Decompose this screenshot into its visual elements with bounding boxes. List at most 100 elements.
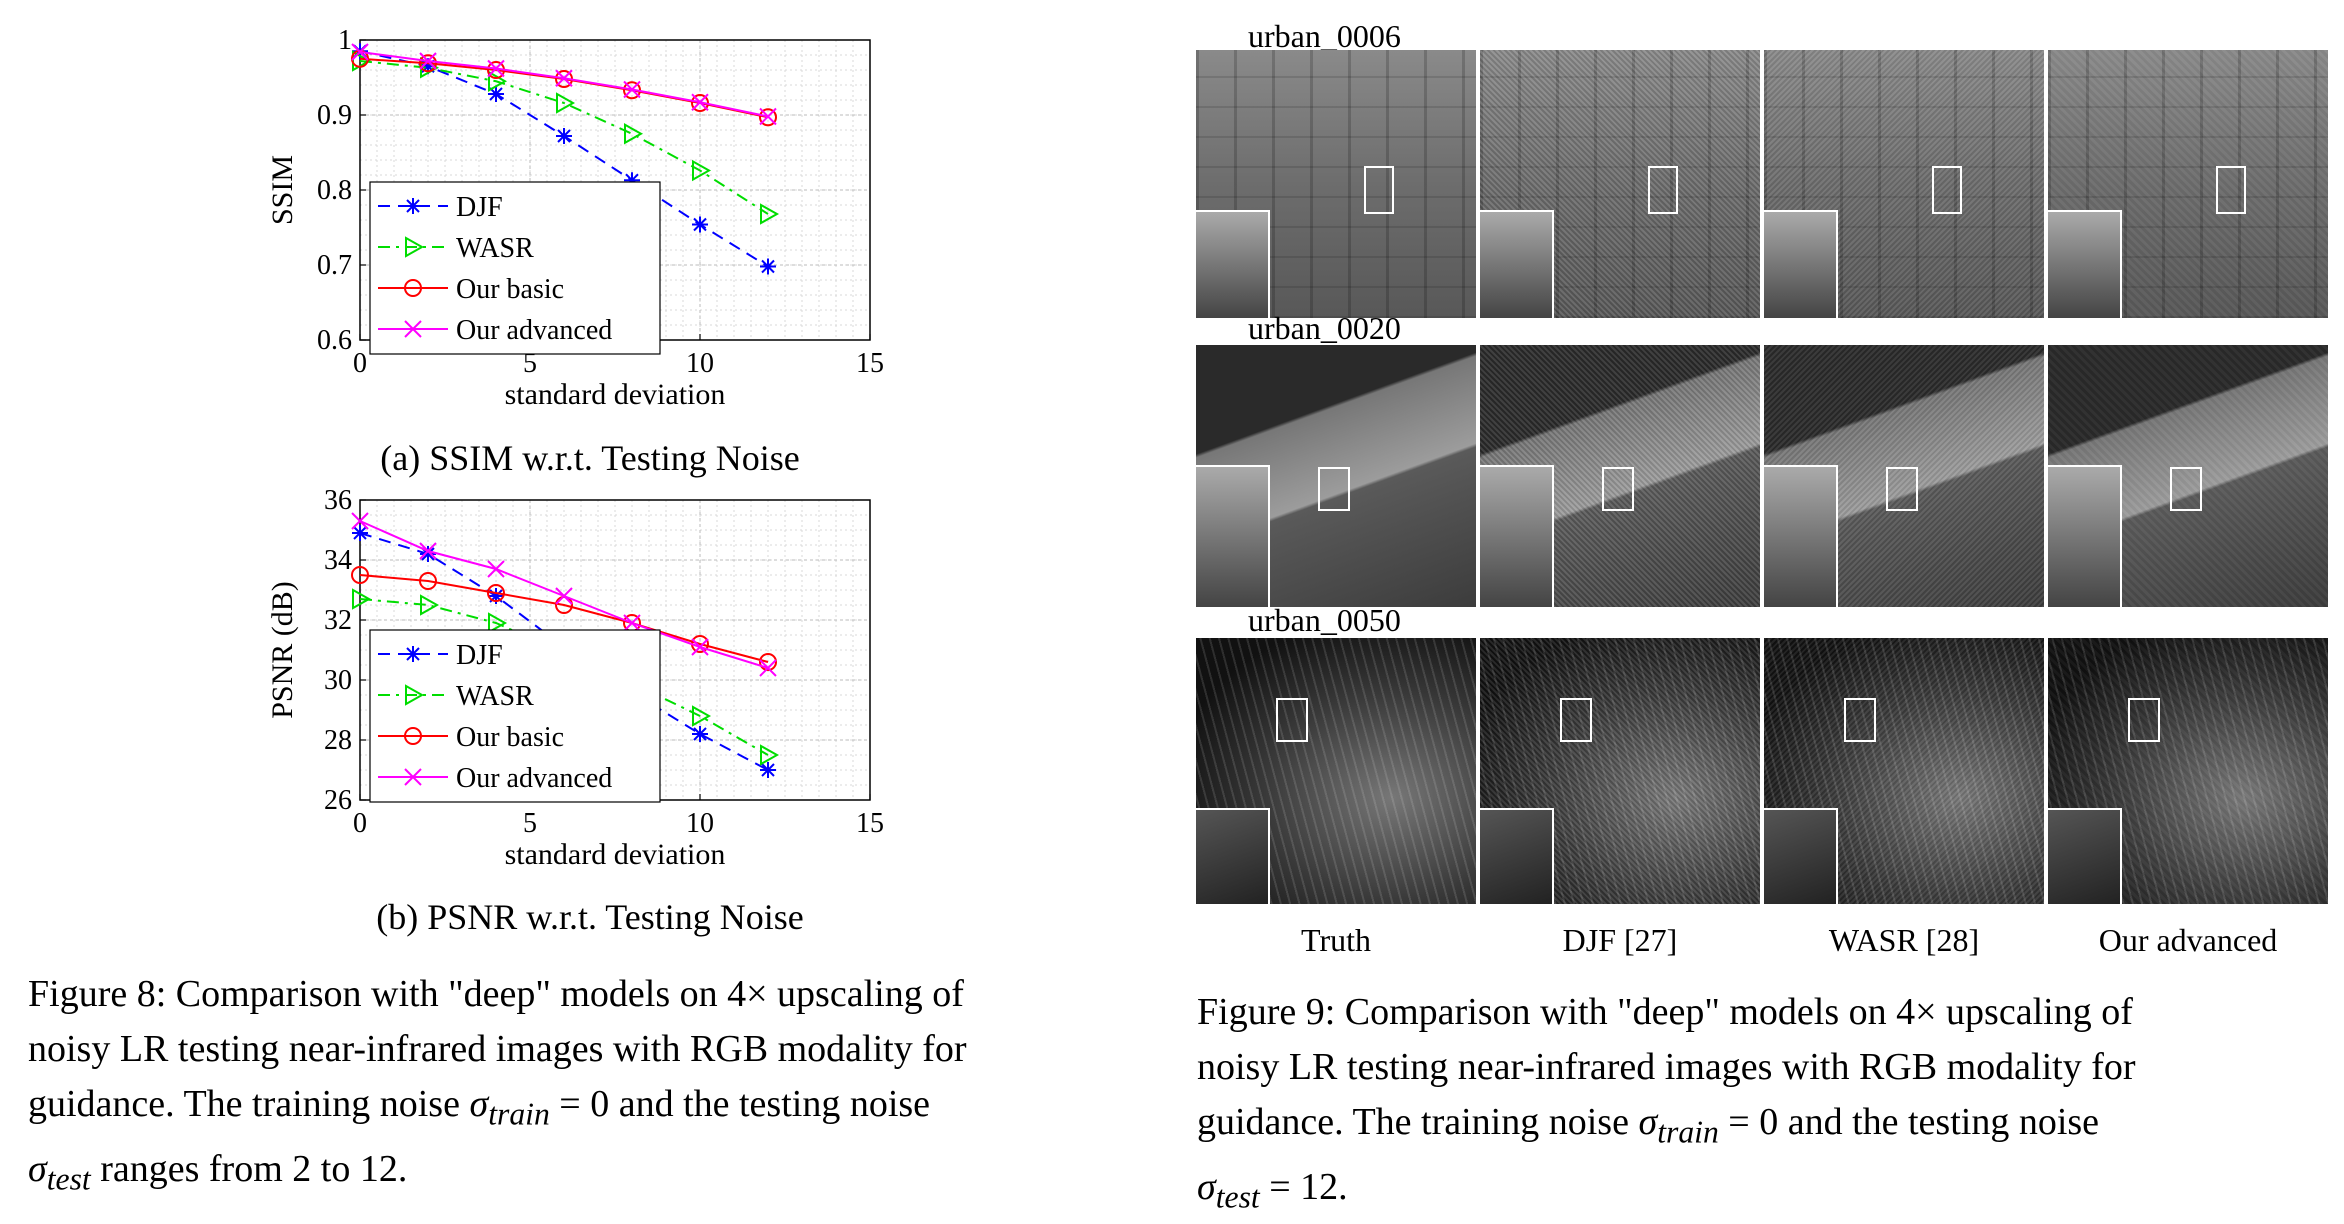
y-tick-label: 1 <box>338 25 352 56</box>
y-tick-label: 0.6 <box>317 325 352 356</box>
result-image <box>1196 50 1476 318</box>
x-tick-label: 0 <box>353 808 367 839</box>
subcaption-b: (b) PSNR w.r.t. Testing Noise <box>376 897 804 937</box>
data-point <box>624 172 640 189</box>
y-axis-label: PSNR (dB) <box>266 581 299 719</box>
data-point <box>555 587 573 605</box>
y-tick-label: 34 <box>324 545 352 576</box>
data-point <box>691 93 709 111</box>
zoom-region-box <box>1602 467 1634 511</box>
sigma-symbol: σ <box>1197 1165 1216 1208</box>
y-tick-label: 26 <box>324 785 352 816</box>
data-point <box>352 588 372 610</box>
x-tick-label: 0 <box>353 348 367 379</box>
caption-line: σtest ranges from 2 to 12. <box>28 1142 1148 1207</box>
data-point <box>556 128 572 144</box>
caption-text: = 0 and the testing noise <box>1718 1101 2100 1143</box>
result-image <box>2048 638 2328 904</box>
data-point <box>419 572 437 590</box>
series-line-wasr <box>359 598 769 756</box>
caption-text: guidance. The training noise <box>28 1083 470 1125</box>
data-point <box>759 659 777 677</box>
caption-line: guidance. The training noise σtrain = 0 … <box>28 1077 1148 1142</box>
ssim-chart: 0 5 10 15 0.6 0.7 0.8 0.9 1 standard deviation SSI… <box>266 25 884 411</box>
caption-text: guidance. The training noise <box>1197 1101 1639 1143</box>
data-point <box>759 108 777 127</box>
legend-label: DJF <box>456 640 503 671</box>
series-line-wasr <box>359 60 769 215</box>
y-tick-label: 30 <box>324 665 352 696</box>
data-point <box>420 58 436 75</box>
x-tick-label: 15 <box>856 348 884 379</box>
result-image <box>2048 345 2328 607</box>
data-point <box>419 54 437 73</box>
scene-label: urban_0020 <box>1248 310 1401 346</box>
x-tick-label: 15 <box>856 808 884 839</box>
data-point <box>759 107 777 126</box>
zoom-inset <box>1196 210 1270 318</box>
sigma-symbol: σ <box>28 1147 47 1190</box>
sigma-symbol: σ <box>469 1083 489 1125</box>
zoom-region-box <box>2128 698 2160 742</box>
data-point <box>556 92 576 114</box>
data-point <box>351 43 369 61</box>
zoom-region-box <box>1886 467 1918 511</box>
data-point <box>488 70 508 92</box>
caption-line: σtest = 12. <box>1197 1160 2317 1224</box>
figure-8-caption: Figure 8: Comparison with "deep" models … <box>28 967 1148 1206</box>
legend-marker <box>404 727 422 745</box>
series-line-our-basic <box>359 574 769 663</box>
data-point <box>352 525 368 541</box>
legend-marker <box>405 684 425 706</box>
data-point <box>351 566 369 584</box>
train-subscript: train <box>1657 1114 1719 1150</box>
caption-text: = 0 and the testing noise <box>549 1083 931 1125</box>
data-point <box>759 653 777 671</box>
legend-label: Our basic <box>456 722 564 753</box>
data-point <box>487 59 505 78</box>
zoom-inset <box>1196 808 1270 904</box>
caption-line: Figure 9: Comparison with "deep" models … <box>1197 991 2133 1033</box>
data-point <box>488 86 504 102</box>
legend-label: WASR <box>456 233 534 264</box>
legend-label: WASR <box>456 681 534 712</box>
x-axis-label: standard deviation <box>505 838 726 871</box>
legend-marker <box>405 646 421 662</box>
y-tick-label: 0.8 <box>317 175 352 206</box>
result-image <box>1480 345 1760 607</box>
scene-label: urban_0050 <box>1248 602 1401 638</box>
result-image <box>1480 638 1760 904</box>
legend-label: DJF <box>456 192 503 223</box>
data-point <box>488 588 504 604</box>
zoom-inset <box>2048 465 2122 607</box>
data-point <box>760 203 780 225</box>
data-point <box>692 705 712 727</box>
legend-marker <box>405 198 421 214</box>
data-point <box>420 546 436 562</box>
zoom-inset <box>1196 465 1270 607</box>
zoom-region-box <box>1318 467 1350 511</box>
data-point <box>692 726 708 742</box>
result-image <box>1764 50 2044 318</box>
zoom-region-box <box>1844 698 1876 742</box>
sigma-symbol: σ <box>1638 1101 1658 1143</box>
comparison-image-grid: urban_0006 urban_0020 urban_0050 Truth DJF [… <box>1196 0 2328 960</box>
x-tick-label: 5 <box>523 808 537 839</box>
data-point <box>760 258 776 275</box>
caption-text: = 12. <box>1259 1165 1348 1208</box>
zoom-region-box <box>1648 166 1678 214</box>
y-tick-label: 0.7 <box>317 250 352 281</box>
data-point <box>419 52 437 70</box>
test-subscript: test <box>46 1161 91 1197</box>
data-point <box>623 80 641 99</box>
legend-marker <box>404 279 422 297</box>
legend-label: Our basic <box>456 274 564 305</box>
x-tick-label: 10 <box>686 348 714 379</box>
y-tick-label: 36 <box>324 485 352 516</box>
caption-line: noisy LR testing near-infrared images wi… <box>1197 1046 2136 1088</box>
zoom-region-box <box>2170 467 2202 511</box>
y-tick-label: 28 <box>324 725 352 756</box>
x-tick-label: 5 <box>523 348 537 379</box>
zoom-inset <box>1764 465 1838 607</box>
data-point <box>692 159 712 182</box>
